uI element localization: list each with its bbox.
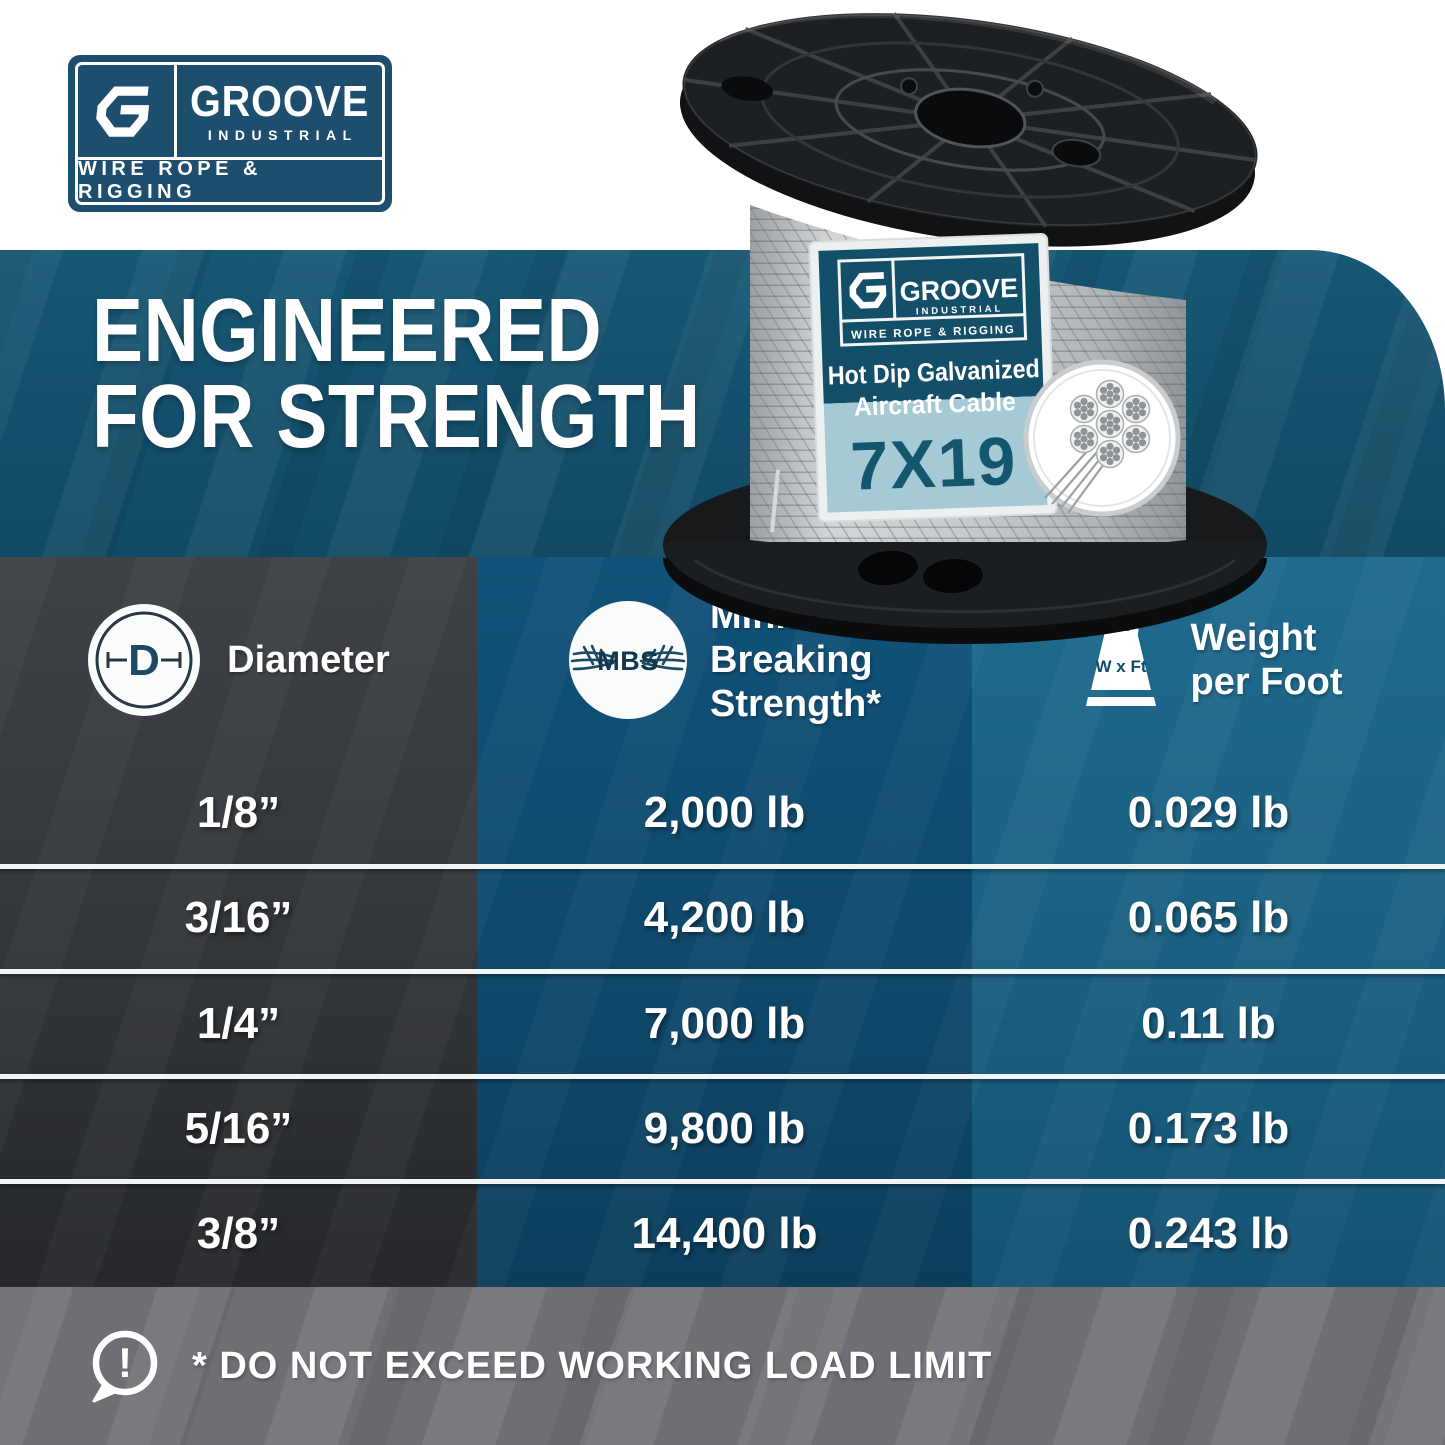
label-brand: GROOVE <box>899 273 1019 307</box>
warning-exclamation: ! <box>118 1339 132 1386</box>
warning-text: * DO NOT EXCEED WORKING LOAD LIMIT <box>192 1344 993 1387</box>
label-brand-tagline: WIRE ROPE & RIGGING <box>851 324 1016 342</box>
warning-bubble-icon: ! <box>92 1330 158 1403</box>
footer-warning: ! * DO NOT EXCEED WORKING LOAD LIMIT <box>0 1287 1445 1445</box>
diameter-value: 5/16” <box>184 1103 293 1153</box>
mbs-value: 7,000 lb <box>643 998 806 1048</box>
table-row: 3/16” 4,200 lb 0.065 lb <box>0 865 1445 970</box>
header-cell-diameter: D Diameter <box>0 557 477 763</box>
diameter-value: 1/8” <box>196 787 281 837</box>
column-bg-weight <box>972 557 1445 1287</box>
header-label-weight: Weight per Foot <box>1190 616 1343 703</box>
weight-value: 0.173 lb <box>1127 1103 1290 1153</box>
weight-value: 0.065 lb <box>1127 893 1290 943</box>
diameter-value: 3/16” <box>184 893 293 943</box>
brand-sub: INDUSTRIAL <box>207 126 358 143</box>
headline-line2: FOR STRENGTH <box>92 367 701 467</box>
headline: ENGINEERED FOR STRENGTH <box>92 281 701 467</box>
footer-gray-bar <box>0 1287 1445 1445</box>
mbs-value: 4,200 lb <box>643 893 806 943</box>
label-spec: 7X19 <box>849 423 1018 505</box>
column-bg-breaking-strength <box>477 557 972 1287</box>
header-label-diameter: Diameter <box>227 638 390 681</box>
row-divider <box>0 864 1445 869</box>
groove-g-icon <box>78 65 177 157</box>
brand-logo: GROOVE INDUSTRIAL WIRE ROPE & RIGGING <box>68 55 392 212</box>
label-title-line2: Aircraft Cable <box>853 386 1016 422</box>
weight-icon: W x Ft <box>1085 611 1156 706</box>
brand-tagline: WIRE ROPE & RIGGING <box>78 157 382 203</box>
label-brand-sub: INDUSTRIAL <box>916 303 1004 317</box>
spec-table: 1/8” 2,000 lb 0.029 lb 3/16” 4,200 lb 0.… <box>0 760 1445 1287</box>
brand-name: GROOVE <box>189 76 370 126</box>
mbs-value: 14,400 lb <box>631 1209 818 1259</box>
brand-logo-frame: GROOVE INDUSTRIAL WIRE ROPE & RIGGING <box>75 62 385 205</box>
weight-value: 0.11 lb <box>1141 998 1276 1048</box>
spool-bottom-flange-front <box>663 542 1267 644</box>
diameter-value: 3/8” <box>196 1209 281 1259</box>
headline-line1: ENGINEERED <box>92 281 603 381</box>
mbs-icon: MBS <box>569 601 687 719</box>
spool-label: GROOVE INDUSTRIAL WIRE ROPE & RIGGING Ho… <box>808 233 1058 523</box>
diameter-value: 1/4” <box>196 998 281 1048</box>
row-divider <box>0 969 1445 974</box>
column-bg-diameter <box>0 557 477 1287</box>
weight-value: 0.029 lb <box>1127 787 1290 837</box>
spool-label-logo: GROOVE INDUSTRIAL WIRE ROPE & RIGGING <box>837 253 1028 347</box>
diameter-icon-letter: D <box>128 636 160 685</box>
cable-spool-photo: GROOVE INDUSTRIAL WIRE ROPE & RIGGING Ho… <box>663 11 1267 644</box>
weight-value: 0.243 lb <box>1127 1209 1290 1259</box>
hero-teal-band <box>0 250 1445 558</box>
table-row: 3/8” 14,400 lb 0.243 lb <box>0 1182 1445 1287</box>
cable-cross-section-icon <box>1023 359 1181 517</box>
diameter-icon: D <box>88 604 201 716</box>
mbs-icon-text: MBS <box>597 646 659 676</box>
mbs-value: 9,800 lb <box>643 1103 806 1153</box>
spool-top-flange <box>679 11 1258 247</box>
table-row: 5/16” 9,800 lb 0.173 lb <box>0 1076 1445 1181</box>
cable-body <box>750 205 1186 553</box>
row-divider <box>0 1179 1445 1184</box>
mbs-value: 2,000 lb <box>643 787 806 837</box>
cable-end-wire <box>770 469 780 533</box>
weight-icon-text: W x Ft <box>1095 657 1146 676</box>
row-divider <box>0 1074 1445 1079</box>
header-cell-weight: W x Ft Weight per Foot <box>972 557 1445 763</box>
table-row: 1/8” 2,000 lb 0.029 lb <box>0 760 1445 865</box>
table-row: 1/4” 7,000 lb 0.11 lb <box>0 971 1445 1076</box>
label-title-line1: Hot Dip Galvanized <box>827 353 1040 390</box>
